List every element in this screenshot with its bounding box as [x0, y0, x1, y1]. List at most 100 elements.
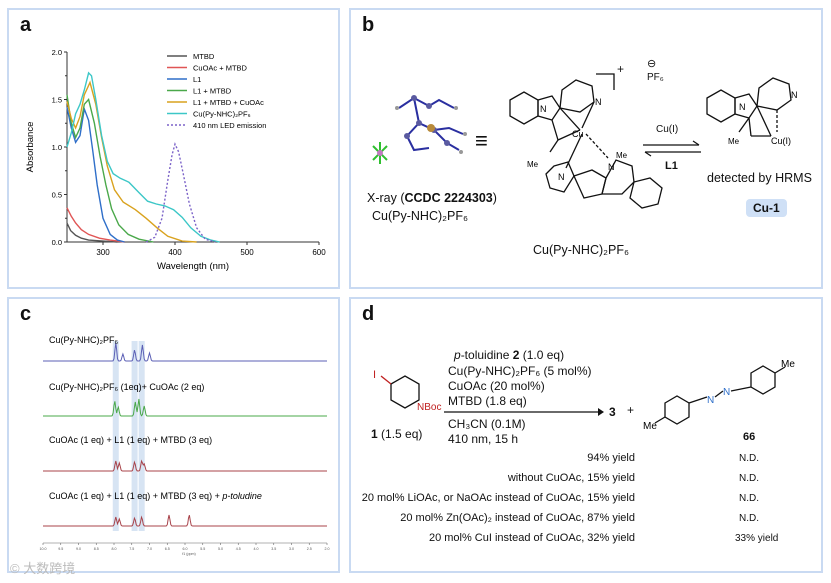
y-tick-label: 0.5: [52, 191, 62, 200]
ppm-tick-label: 4.0: [254, 547, 259, 551]
nmr-trace: [43, 514, 327, 527]
product-3-label: 3: [609, 405, 616, 419]
highlight-band: [131, 341, 138, 531]
trace-label: CuOAc (1 eq) + L1 (1 eq) + MTBD (3 eq): [49, 435, 212, 445]
trace-label: Cu(Py-NHC)₂PF₆ (1eq)+ CuOAc (2 eq): [49, 382, 204, 392]
nboc-label: NBoc: [417, 402, 441, 413]
series-line: [66, 207, 125, 243]
n-label-3: N: [558, 172, 565, 182]
condition-line-1: p-toluidine 2 (1.0 eq): [454, 348, 564, 362]
x-tick-label: 600: [312, 248, 326, 257]
ppm-tick-label: 8.5: [94, 547, 99, 551]
condition-line-3: CuOAc (20 mol%): [448, 379, 545, 393]
equivalence-symbol: ≡: [475, 128, 488, 153]
cu1-n-label-1: N: [791, 90, 798, 100]
trace-label: Cu(Py-NHC)₂PF₆: [49, 335, 118, 345]
xray-suffix: ): [492, 191, 497, 205]
table-row: 20 mol% Zn(OAc)₂ instead of CuOAc, 87% y…: [400, 512, 635, 524]
highlight-band: [112, 341, 119, 531]
legend-label: 410 nm LED emission: [193, 121, 266, 130]
ccdc-code: CCDC 2224303: [404, 191, 493, 205]
cu1-badge: Cu-1: [746, 199, 787, 217]
ppm-tick-label: 7.5: [129, 547, 134, 551]
condition-line-2: Cu(Py-NHC)₂PF₆ (5 mol%): [448, 364, 592, 378]
trace-label: CuOAc (1 eq) + L1 (1 eq) + MTBD (3 eq) +…: [49, 491, 262, 501]
cu1-n-label-2: N: [739, 102, 746, 112]
product-66-structure: Me Me N N: [643, 359, 795, 432]
panel-a: a 300 400 500 600 0.0 0.5 1.0 1.5 2.0 Wavelength …: [7, 8, 340, 289]
nmr-trace: [43, 342, 327, 362]
product-66-label: 66: [743, 431, 756, 443]
condition-line-6: 410 nm, 15 h: [448, 432, 519, 446]
x-tick-label: 400: [168, 248, 182, 257]
y-tick-label: 0.0: [52, 238, 62, 247]
y-axis-label: Absorbance: [25, 122, 36, 173]
plus-sign: +: [627, 403, 635, 417]
y-tick-label: 2.0: [52, 48, 62, 57]
condition-line-5: CH₃CN (0.1M): [448, 417, 526, 431]
row-result: N.D.: [739, 453, 759, 464]
row-result: N.D.: [739, 513, 759, 524]
charge-plus: +: [617, 62, 625, 76]
cu1-metal-label: Cu(I): [771, 136, 791, 146]
ppm-tick-label: 8.0: [112, 547, 117, 551]
panel-d: d I NBoc 1 (1.5 eq) p-toluidine 2 (1.0 e…: [349, 297, 823, 573]
reactant-1-label: 1 (1.5 eq): [371, 427, 422, 441]
n-label-4: N: [608, 162, 615, 172]
legend-label: CuOAc + MTBD: [193, 64, 248, 73]
series-line: [145, 142, 216, 243]
row-condition: 20 mol% CuI instead of CuOAc, 32% yield: [428, 532, 635, 544]
methyl-label-2: Me: [616, 151, 628, 160]
me-label-right: Me: [781, 359, 795, 370]
panel-b-letter: b: [362, 14, 375, 36]
xray-compound-name: Cu(Py-NHC)₂PF₆: [372, 209, 469, 223]
equilibrium-arrows: [643, 140, 701, 157]
xray-caption: X-ray (CCDC 2224303): [367, 191, 497, 205]
absorbance-chart: 300 400 500 600 0.0 0.5 1.0 1.5 2.0 Wavelength (n…: [25, 48, 326, 272]
ppm-tick-label: 3.0: [289, 547, 294, 551]
detected-caption: detected by HRMS: [707, 171, 812, 185]
row-result: N.D.: [739, 493, 759, 504]
xray-structure-image: [372, 95, 467, 164]
cond1-italic: p: [454, 348, 461, 362]
ppm-tick-label: 2.0: [325, 547, 330, 551]
reactant-1-structure: I NBoc: [373, 369, 441, 413]
nmr-spectra-chart: Cu(Py-NHC)₂PF₆ Cu(Py-NHC)₂PF₆ (1eq)+ CuOA…: [40, 335, 330, 556]
azo-n-1: N: [707, 395, 714, 406]
x-axis-label: Wavelength (nm): [157, 261, 229, 272]
watermark: © 大数跨境: [10, 561, 76, 576]
table-row: 20 mol% LiOAc, or NaOAc instead of CuOAc…: [362, 492, 635, 504]
ppm-tick-label: 7.0: [147, 547, 152, 551]
legend-label: L1 + MTBD + CuOAc: [193, 98, 264, 107]
xray-prefix: X-ray (: [367, 191, 405, 205]
series-line: [66, 106, 125, 243]
arrow-label-top: Cu(I): [656, 124, 679, 135]
table-row: 20 mol% CuI instead of CuOAc, 32% yield: [429, 532, 635, 544]
row-condition: 94% yield: [587, 452, 635, 464]
n-label-2: N: [540, 104, 547, 114]
cond1-tail: (1.0 eq): [519, 348, 565, 362]
y-tick-label: 1.5: [52, 96, 62, 105]
row-condition: 20 mol% Zn(OAc)₂ instead of CuOAc, 87% y…: [400, 512, 635, 524]
methyl-label-1: Me: [527, 160, 539, 169]
cu1-methyl-label: Me: [728, 137, 740, 146]
cond1-bold: 2: [512, 348, 520, 362]
ppm-tick-label: 2.5: [307, 547, 312, 551]
table-row: without CuOAc, 15% yield: [508, 472, 635, 484]
series-line: [66, 80, 197, 243]
y-tick-label: 1.0: [52, 143, 62, 152]
ppm-tick-label: 6.5: [165, 547, 170, 551]
counterion-label: PF₆: [647, 72, 664, 83]
cu-atom-label: Cu: [572, 129, 584, 139]
cond1-rest: -toluidine: [460, 348, 513, 362]
arrow-label-bottom: L1: [665, 160, 678, 172]
ppm-tick-label: 5.5: [200, 547, 205, 551]
ppm-axis-label: f1 (ppm): [182, 552, 195, 556]
ppm-tick-label: 9.5: [58, 547, 63, 551]
reactant-1-equiv: (1.5 eq): [377, 427, 423, 441]
main-compound-name: Cu(Py-NHC)₂PF₆: [533, 243, 630, 257]
panel-a-letter: a: [20, 14, 32, 36]
ppm-tick-label: 9.0: [76, 547, 81, 551]
ppm-tick-label: 5.0: [218, 547, 223, 551]
nmr-trace: [43, 459, 327, 472]
